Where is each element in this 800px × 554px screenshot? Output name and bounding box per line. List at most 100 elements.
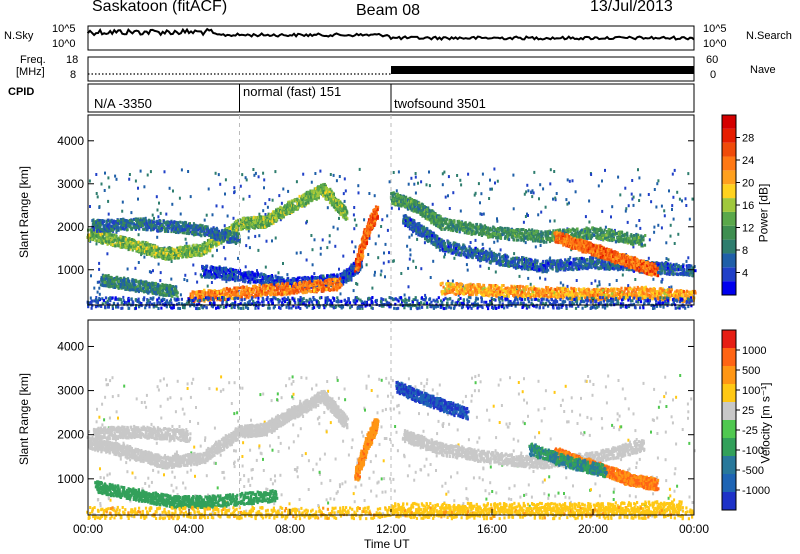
- scatter-cell-4: [211, 290, 214, 294]
- scatter-cell-0: [165, 257, 169, 261]
- scatter-cell-5: [362, 254, 365, 258]
- scatter-cell-0: [90, 232, 93, 236]
- scatter-cell-0: [106, 233, 109, 237]
- scatter-cell-2: [213, 276, 216, 279]
- scatter-cell-2: [234, 270, 237, 274]
- scatter-cell-0: [229, 228, 232, 232]
- scatter-cell-1: [233, 237, 237, 241]
- scatter-cell-0: [129, 247, 132, 251]
- scatter-cell-0: [124, 241, 127, 245]
- scatter-cell-2: [233, 279, 237, 283]
- scatter-cell-0: [119, 241, 122, 245]
- scatter-cell-2: [302, 276, 305, 280]
- scatter-cell-0: [139, 245, 142, 249]
- scatter-cell-0: [185, 252, 188, 256]
- scatter-cell-0: [177, 254, 180, 258]
- scatter-cell-0: [272, 212, 275, 216]
- scatter-cell-1: [185, 231, 188, 235]
- scatter-cell-4: [198, 290, 201, 294]
- scatter-cell-0: [178, 246, 181, 250]
- scatter-cell-4: [276, 283, 279, 287]
- scatter-cell-0: [106, 237, 109, 241]
- scatter-cell-0: [331, 195, 334, 199]
- scatter-cell-0: [112, 239, 115, 242]
- scatter-cell-0: [181, 255, 185, 259]
- scatter-cell-0: [149, 243, 152, 247]
- scatter-cell-0: [214, 242, 217, 246]
- scatter-cell-0: [132, 242, 135, 246]
- scatter-cell-3: [100, 277, 103, 281]
- scatter-cell-0: [148, 250, 151, 254]
- scatter-cell-0: [145, 247, 148, 251]
- scatter-cell-0: [149, 246, 152, 250]
- scatter-cell-3: [119, 285, 122, 289]
- scatter-cell-4: [332, 288, 336, 292]
- scatter-cell-0: [220, 241, 223, 244]
- scatter-cell-0: [247, 226, 250, 229]
- scatter-cell-4: [260, 289, 264, 293]
- scatter-cell-2: [260, 273, 263, 276]
- scatter-cell-3: [117, 279, 120, 283]
- scatter-cell-2: [332, 273, 336, 277]
- scatter-cell-0: [208, 246, 211, 250]
- scatter-cell-4: [329, 278, 332, 282]
- scatter-cell-0: [178, 252, 181, 255]
- scatter-cell-0: [138, 248, 141, 252]
- scatter-cell-0: [194, 250, 197, 254]
- scatter-cell-0: [155, 251, 158, 255]
- scatter-cell-0: [94, 238, 97, 242]
- scatter-cell-4: [339, 277, 342, 281]
- scatter-cell-0: [193, 246, 196, 250]
- scatter-cell-0: [175, 248, 178, 252]
- scatter-cell-0: [129, 240, 132, 244]
- scatter-cell-3: [165, 286, 168, 290]
- scatter-cell-0: [298, 194, 301, 198]
- scatter-cell-4: [309, 290, 312, 294]
- scatter-cell-4: [302, 287, 305, 291]
- scatter-cell-1: [221, 228, 224, 232]
- scatter-cell-0: [145, 253, 149, 256]
- scatter-cell-0: [110, 243, 113, 247]
- scatter-cell-4: [236, 292, 239, 296]
- scatter-cell-0: [328, 192, 331, 196]
- scatter-cell-0: [210, 237, 213, 241]
- scatter-cell-0: [169, 246, 172, 250]
- scatter-cell-2: [243, 279, 247, 283]
- scatter-cell-4: [244, 288, 247, 291]
- scatter-cell-1: [210, 227, 213, 231]
- scatter-cell-0: [124, 239, 127, 243]
- scatter-cell-0: [186, 248, 189, 252]
- scatter-cell-4: [298, 281, 302, 284]
- scatter-cell-0: [230, 223, 233, 227]
- scatter-cell-0: [177, 248, 180, 252]
- scatter-cell-0: [225, 227, 228, 230]
- scatter-cell-0: [236, 228, 239, 232]
- scatter-cell-0: [99, 233, 102, 236]
- scatter-cell-1: [199, 223, 202, 227]
- scatter-cell-2: [278, 276, 281, 280]
- scatter-cell-4: [191, 290, 194, 294]
- scatter-cell-0: [335, 198, 338, 202]
- scatter-cell-0: [129, 238, 132, 242]
- scatter-cell-0: [182, 248, 185, 252]
- scatter-cell-0: [162, 251, 165, 255]
- scatter-cell-3: [154, 281, 157, 285]
- scatter-cell-0: [121, 238, 124, 242]
- scatter-cell-1: [99, 223, 102, 227]
- scatter-cell-4: [338, 283, 341, 287]
- scatter-cell-0: [89, 236, 92, 239]
- scatter-cell-1: [116, 219, 119, 223]
- scatter-cell-4: [216, 290, 219, 294]
- scatter-cell-1: [231, 239, 234, 243]
- scatter-cell-2: [200, 275, 203, 279]
- scatter-cell-0: [189, 247, 192, 251]
- scatter-cell-2: [296, 276, 300, 280]
- scatter-cell-2: [320, 274, 323, 278]
- scatter-cell-2: [205, 264, 208, 268]
- scatter-cell-1: [141, 224, 144, 228]
- scatter-cell-0: [211, 245, 214, 249]
- scatter-cell-0: [115, 234, 118, 238]
- scatter-cell-4: [228, 287, 231, 291]
- scatter-cell-2: [350, 266, 353, 270]
- scatter-cell-0: [87, 235, 91, 239]
